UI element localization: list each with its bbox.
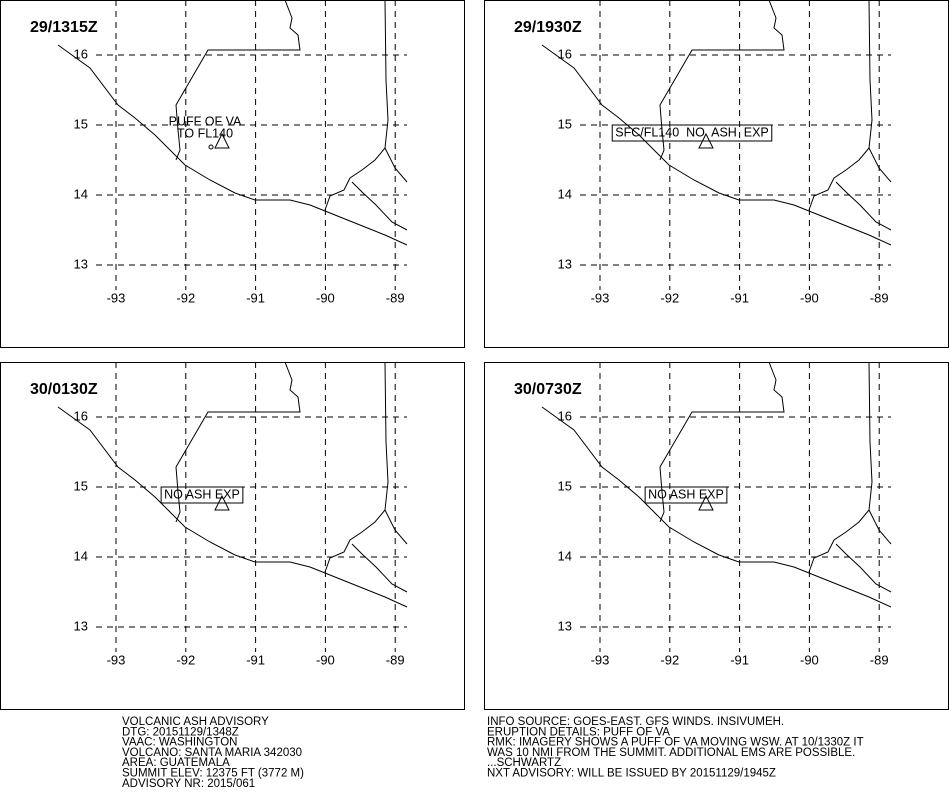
coastline-border: [868, 509, 892, 545]
valid-time: 29/1930Z: [514, 19, 582, 36]
lon-label: -89: [870, 652, 889, 667]
lon-label: -92: [176, 290, 195, 305]
lon-label: -91: [246, 290, 265, 305]
coastline-border: [659, 0, 785, 106]
volcano-symbol: [214, 132, 230, 149]
ash-annotation: TO FL140: [177, 126, 233, 140]
coastline-border: [175, 0, 301, 106]
lon-label: -90: [800, 652, 819, 667]
lon-label: -93: [107, 290, 126, 305]
ash-annotation: NO ASH EXP: [164, 487, 240, 501]
lon-label: -89: [386, 290, 405, 305]
advisory-text: NXT ADVISORY: WILL BE ISSUED BY 20151129…: [487, 768, 776, 780]
annotation-box: [611, 124, 773, 142]
lon-label: -90: [800, 290, 819, 305]
map-panel: -93 -92 -91 -90 -89 16 15 14 13 30/0130Z NO ASH EX…: [0, 361, 465, 710]
coastline-border: [384, 509, 408, 545]
lat-label: 13: [74, 256, 88, 271]
advisory-text: WAS 10 NMI FROM THE SUMMIT. ADDITIONAL E…: [487, 747, 855, 759]
lat-label: 16: [74, 408, 88, 423]
advisory-text: AREA: GUATEMALA: [122, 757, 230, 769]
coastline-border: [659, 361, 785, 468]
lon-label: -93: [107, 652, 126, 667]
advisory-text: VOLCANO: SANTA MARIA 342030: [122, 747, 302, 759]
advisory-text: SUMMIT ELEV: 12375 FT (3772 M): [122, 768, 304, 780]
annotation-box: [160, 486, 244, 504]
coastline-border: [835, 181, 892, 231]
coastline-border: [57, 406, 408, 608]
lon-label: -91: [730, 290, 749, 305]
lon-label: -92: [176, 652, 195, 667]
valid-time: 30/0130Z: [30, 381, 98, 398]
coastline-border: [541, 406, 892, 608]
valid-time: 29/1315Z: [30, 19, 98, 36]
valid-time: 30/0730Z: [514, 381, 582, 398]
coastline-border: [808, 0, 873, 211]
coastline-border: [541, 44, 892, 246]
coastline-border: [868, 147, 892, 183]
lon-label: -93: [591, 652, 610, 667]
coastline-border: [659, 466, 665, 523]
ash-annotation: NO ASH EXP: [648, 487, 724, 501]
advisory-text: VAAC: WASHINGTON: [122, 737, 237, 749]
panel-frame: [484, 0, 949, 348]
lon-label: -91: [730, 652, 749, 667]
lon-label: -90: [316, 652, 335, 667]
coastline-border: [351, 181, 408, 231]
ash-puff: [208, 144, 214, 150]
lat-label: 13: [74, 618, 88, 633]
panel-frame: [484, 362, 949, 710]
lat-label: 16: [74, 46, 88, 61]
lat-label: 13: [558, 618, 572, 633]
coastline-border: [175, 104, 181, 161]
coastline-border: [835, 543, 892, 593]
coastline-border: [324, 0, 389, 211]
coastline-border: [175, 361, 301, 468]
map-panel: -93 -92 -91 -90 -89 16 15 14 13 29/1315Z PUFF OF V…: [0, 0, 465, 348]
lon-label: -89: [870, 290, 889, 305]
advisory-text: ...SCHWARTZ: [487, 757, 561, 769]
lat-label: 15: [74, 478, 88, 493]
ash-annotation: SFC/FL140 NO ASH EXP: [615, 125, 769, 139]
advisory-text: ERUPTION DETAILS: PUFF OF VA: [487, 726, 670, 738]
lat-label: 15: [558, 478, 572, 493]
advisory-text: RMK: IMAGERY SHOWS A PUFF OF VA MOVING W…: [487, 737, 864, 749]
lat-label: 13: [558, 256, 572, 271]
lat-label: 14: [74, 186, 88, 201]
advisory-text: DTG: 20151129/1348Z: [122, 726, 239, 738]
lon-label: -89: [386, 652, 405, 667]
lon-label: -93: [591, 290, 610, 305]
annotation-box: [644, 486, 728, 504]
coastline-border: [659, 104, 665, 161]
coastline-border: [808, 361, 873, 573]
coastline-border: [57, 44, 408, 246]
lat-label: 14: [74, 548, 88, 563]
lat-label: 14: [558, 186, 572, 201]
advisory-text: VOLCANIC ASH ADVISORY: [122, 716, 269, 728]
lat-label: 16: [558, 408, 572, 423]
lat-label: 14: [558, 548, 572, 563]
advisory-text: INFO SOURCE: GOES-EAST. GFS WINDS. INSIV…: [487, 716, 784, 728]
lon-label: -92: [660, 290, 679, 305]
panel-frame: [0, 0, 465, 348]
coastline-border: [351, 543, 408, 593]
lat-label: 15: [558, 116, 572, 131]
advisory-text: ADVISORY NR: 2015/061: [122, 778, 255, 790]
lon-label: -91: [246, 652, 265, 667]
lon-label: -92: [660, 652, 679, 667]
lon-label: -90: [316, 290, 335, 305]
coastline-border: [324, 361, 389, 573]
panel-frame: [0, 362, 465, 710]
map-panel: -93 -92 -91 -90 -89 16 15 14 13 30/0730Z NO ASH EX…: [484, 361, 949, 710]
map-panel: -93 -92 -91 -90 -89 16 15 14 13 29/1930Z SFC/FL140…: [484, 0, 949, 348]
ash-annotation: PUFF OF VA: [169, 114, 242, 128]
lat-label: 15: [74, 116, 88, 131]
coastline-border: [384, 147, 408, 183]
coastline-border: [175, 466, 181, 523]
lat-label: 16: [558, 46, 572, 61]
